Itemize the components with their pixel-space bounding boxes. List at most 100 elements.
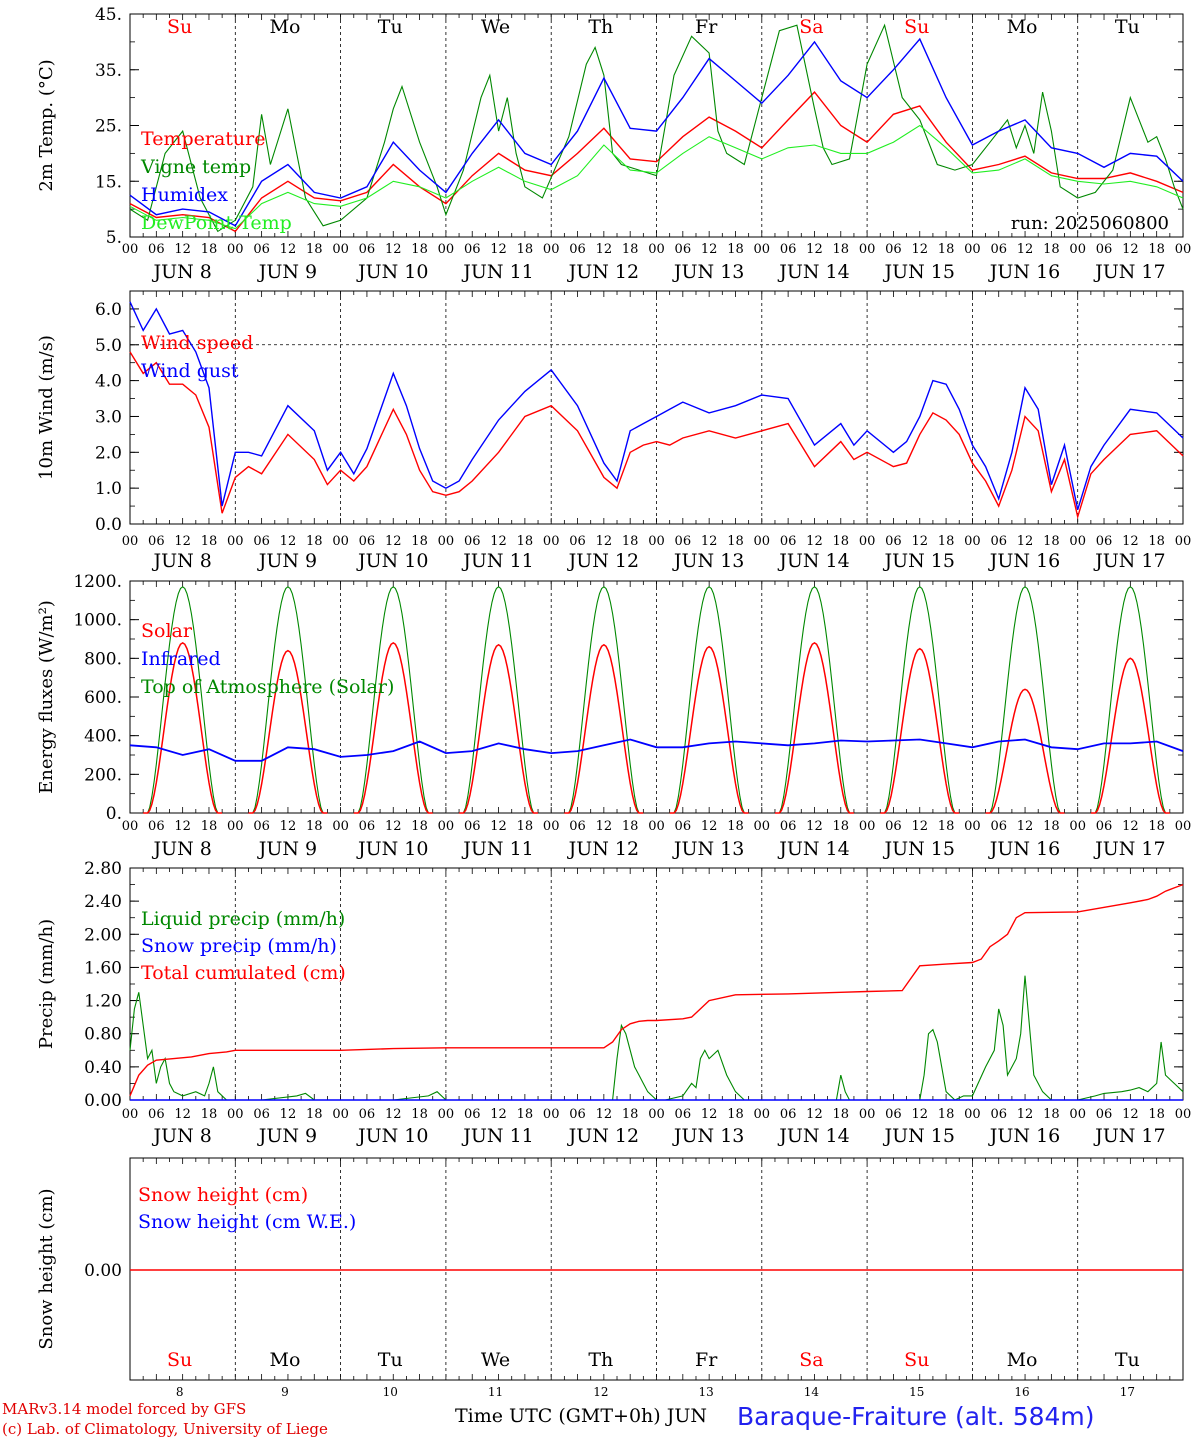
- panel4-hour-label: 06: [990, 1107, 1007, 1122]
- panel4-hour-label: 12: [490, 1107, 507, 1122]
- panel2-hour-label: 06: [885, 534, 902, 549]
- panel1-y-tick-label: 45.: [95, 5, 122, 25]
- station-name: Baraque-Fraiture (alt. 584m): [737, 1402, 1095, 1431]
- panel3-hour-label: 18: [201, 819, 218, 834]
- panel3-hour-label: 18: [938, 819, 955, 834]
- panel1-hour-label: 06: [569, 242, 586, 257]
- panel4-hour-label: 18: [622, 1107, 639, 1122]
- panel3-hour-label: 00: [754, 819, 771, 834]
- panel1-hour-label: 06: [990, 242, 1007, 257]
- weekday-label-top: Mo: [1007, 16, 1038, 38]
- panel1-hour-label: 06: [675, 242, 692, 257]
- solar-line: [459, 643, 538, 814]
- panel3-hour-label: 06: [359, 819, 376, 834]
- panel2-hour-label: 00: [1175, 534, 1192, 549]
- panel2-y-tick-label: 0.0: [95, 515, 122, 535]
- weekday-label-bottom: Su: [904, 1349, 929, 1371]
- panel4-legend-entry: Snow precip (mm/h): [141, 935, 337, 957]
- panel1-y-tick-label: 5.: [106, 228, 122, 248]
- panel1-date-label: JUN 10: [356, 261, 428, 283]
- panel1-hour-label: 00: [648, 242, 665, 257]
- time-axis-label: Time UTC (GMT+0h) JUN: [455, 1405, 707, 1427]
- panel4-date-label: JUN 11: [461, 1125, 533, 1147]
- temperature-line: [129, 91, 1184, 233]
- panel2-hour-label: 12: [490, 534, 507, 549]
- weekday-label-top: Sa: [799, 16, 823, 38]
- toa-solar-line: [985, 586, 1065, 814]
- panel4-hour-label: 00: [754, 1107, 771, 1122]
- panel2-hour-label: 00: [332, 534, 349, 549]
- wind-speed-line: [129, 351, 1184, 520]
- panel1-hour-label: 12: [806, 242, 823, 257]
- toa-solar-line: [248, 586, 328, 814]
- panel3-date-label: JUN 13: [672, 838, 744, 860]
- panel3-hour-label: 06: [885, 819, 902, 834]
- weekday-label-top: We: [481, 16, 510, 38]
- day-number-label: 12: [593, 1385, 608, 1399]
- panel2-y-tick-label: 1.0: [95, 479, 122, 499]
- panel1-legend-entry: Temperature: [141, 128, 265, 150]
- panel3-date-label: JUN 11: [461, 838, 533, 860]
- panel4-hour-label: 18: [201, 1107, 218, 1122]
- day-number-label: 9: [281, 1385, 289, 1399]
- panel3-y-tick-label: 200.: [84, 765, 122, 785]
- panel2-hour-label: 12: [280, 534, 297, 549]
- panel2-hour-label: 18: [938, 534, 955, 549]
- panel4-hour-label: 12: [806, 1107, 823, 1122]
- panel2-hour-label: 00: [543, 534, 560, 549]
- panel2-hour-label: 12: [1017, 534, 1034, 549]
- panel1-hour-label: 12: [596, 242, 613, 257]
- panel1-hour-label: 18: [411, 242, 428, 257]
- panel4-date-label: JUN 10: [356, 1125, 428, 1147]
- panel3-hour-label: 00: [1069, 819, 1086, 834]
- panel4-legend-entry: Total cumulated (cm): [141, 962, 346, 984]
- panel3-y-axis-label: Energy fluxes (W/m²): [36, 600, 57, 794]
- panel1-hour-label: 18: [306, 242, 323, 257]
- panel1-y-tick-label: 15.: [95, 172, 122, 192]
- panel2-hour-label: 18: [1043, 534, 1060, 549]
- wind-gust-line: [129, 301, 1184, 510]
- weekday-label-bottom: We: [481, 1349, 510, 1371]
- panel4-hour-label: 18: [833, 1107, 850, 1122]
- panel3-legend-entry: Top of Atmosphere (Solar): [141, 676, 394, 698]
- toa-solar-line: [353, 586, 433, 814]
- solar-line: [1090, 657, 1170, 814]
- panel1-date-label: JUN 17: [1093, 261, 1165, 283]
- panel1-hour-label: 12: [701, 242, 718, 257]
- weekday-label-top: Fr: [695, 16, 718, 38]
- panel3-hour-label: 12: [385, 819, 402, 834]
- panel4-hour-label: 00: [438, 1107, 455, 1122]
- panel3-hour-label: 06: [569, 819, 586, 834]
- panel1-hour-label: 12: [174, 242, 191, 257]
- panel1-hour-label: 18: [727, 242, 744, 257]
- panel2-hour-label: 12: [911, 534, 928, 549]
- panel1-date-label: JUN 14: [777, 261, 849, 283]
- panel2-hour-label: 00: [227, 534, 244, 549]
- panel3-hour-label: 00: [227, 819, 244, 834]
- panel4-hour-label: 12: [385, 1107, 402, 1122]
- panel3-hour-label: 00: [964, 819, 981, 834]
- weekday-label-bottom: Su: [167, 1349, 192, 1371]
- weekday-label-bottom: Mo: [269, 1349, 300, 1371]
- panel4-date-label: JUN 15: [883, 1125, 955, 1147]
- panel4-y-tick-label: 0.40: [84, 1058, 122, 1078]
- panel4-date-label: JUN 14: [777, 1125, 849, 1147]
- panel1-hour-label: 06: [780, 242, 797, 257]
- weekday-label-bottom: Tu: [378, 1349, 403, 1371]
- panel1-hour-label: 00: [1175, 242, 1192, 257]
- panel4-hour-label: 00: [332, 1107, 349, 1122]
- panel3-hour-label: 12: [806, 819, 823, 834]
- panel3-date-label: JUN 16: [988, 838, 1060, 860]
- panel1-hour-label: 00: [227, 242, 244, 257]
- panel1-hour-label: 18: [1148, 242, 1165, 257]
- panel2-date-label: JUN 17: [1093, 550, 1165, 572]
- panel1-date-label: JUN 8: [151, 261, 211, 283]
- panel4-date-label: JUN 12: [567, 1125, 639, 1147]
- panel1-hour-label: 00: [859, 242, 876, 257]
- panel3-y-tick-label: 0.: [106, 804, 122, 824]
- panel3-legend-entry: Infrared: [141, 648, 221, 670]
- panel1-hour-label: 12: [1122, 242, 1139, 257]
- panel1-hour-label: 18: [833, 242, 850, 257]
- day-number-label: 15: [909, 1385, 924, 1399]
- panel3-hour-label: 12: [174, 819, 191, 834]
